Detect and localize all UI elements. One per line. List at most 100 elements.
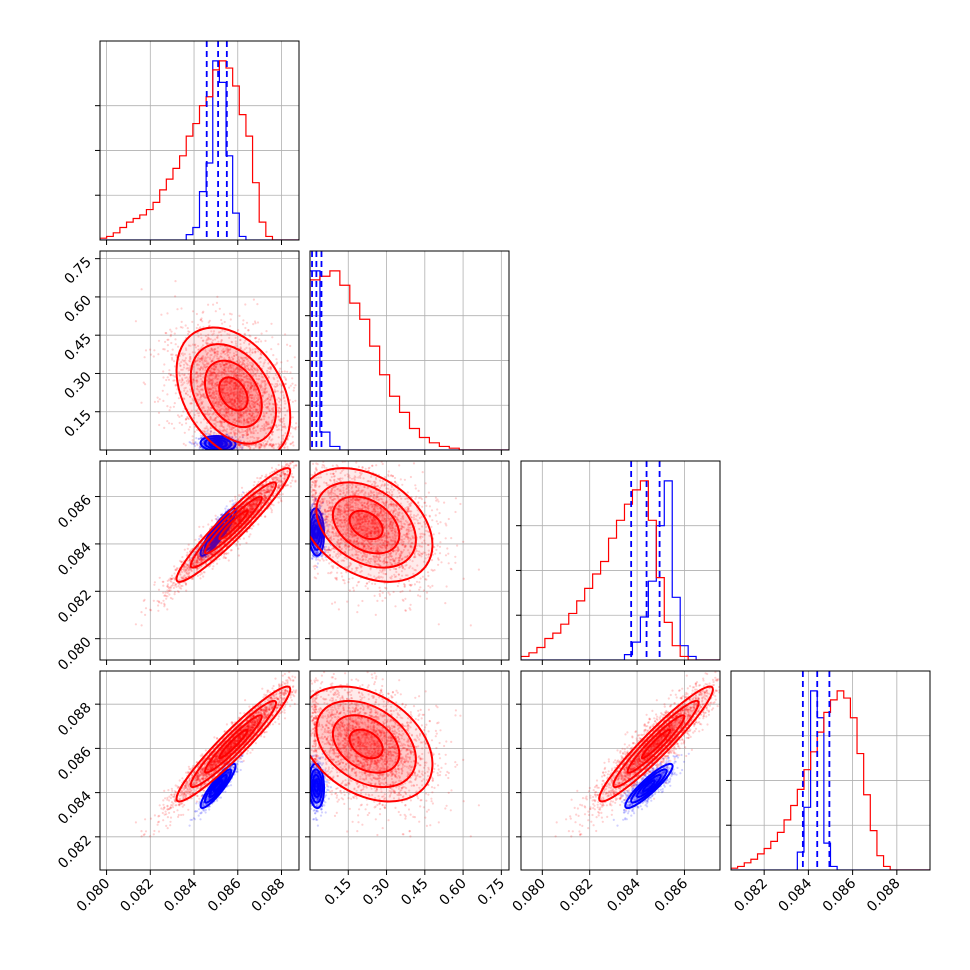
scatter-point	[238, 314, 241, 317]
scatter-point	[257, 378, 260, 381]
scatter-point	[265, 420, 268, 423]
scatter-point	[218, 558, 221, 561]
scatter-point	[249, 429, 252, 432]
scatter-point	[199, 404, 202, 407]
scatter-point	[239, 407, 242, 410]
scatter-point	[241, 363, 244, 366]
scatter-point	[249, 378, 252, 382]
scatter-point	[186, 390, 189, 393]
scatter-point	[187, 428, 190, 431]
scatter-point	[222, 384, 225, 387]
scatter-point	[232, 364, 235, 367]
scatter-point	[239, 397, 242, 400]
scatter-point	[191, 310, 195, 313]
scatter-point	[170, 574, 174, 577]
scatter-point	[275, 358, 278, 361]
scatter-point	[186, 415, 189, 419]
scatter-point	[207, 363, 210, 366]
scatter-point	[235, 384, 239, 387]
scatter-point	[289, 432, 292, 435]
scatter-point	[289, 371, 292, 374]
scatter-point	[243, 383, 246, 386]
scatter-point	[166, 312, 169, 315]
scatter-point	[169, 374, 172, 377]
scatter-point	[237, 419, 240, 422]
scatter-point	[158, 398, 161, 401]
scatter-point	[184, 324, 187, 327]
scatter-point	[167, 378, 171, 381]
scatter-point	[279, 398, 282, 401]
scatter-point	[174, 383, 177, 386]
scatter-point	[212, 431, 215, 434]
scatter-point	[269, 427, 272, 430]
scatter-point	[216, 336, 219, 339]
scatter-point	[242, 400, 245, 403]
scatter-point	[199, 318, 202, 322]
scatter-point	[181, 359, 184, 362]
scatter-point	[214, 424, 218, 427]
scatter-point	[180, 561, 183, 564]
scatter-point	[272, 444, 275, 447]
plot-area	[134, 461, 298, 627]
scatter-point	[205, 352, 208, 355]
scatter-point	[245, 375, 248, 378]
scatter-point	[241, 447, 244, 450]
scatter-point	[220, 386, 223, 389]
scatter-point	[237, 399, 241, 403]
scatter-point	[231, 358, 235, 361]
scatter-point	[256, 431, 259, 435]
scatter-point	[222, 430, 225, 433]
scatter-point	[281, 370, 284, 373]
scatter-point	[229, 381, 232, 384]
scatter-point	[246, 441, 249, 444]
scatter-point	[276, 380, 279, 383]
scatter-point	[217, 374, 220, 378]
scatter-point	[201, 394, 204, 397]
scatter-point	[236, 385, 239, 388]
scatter-point	[213, 372, 216, 375]
scatter-point	[291, 382, 294, 385]
scatter-point	[247, 407, 250, 410]
scatter-point	[218, 307, 221, 310]
scatter-point	[210, 382, 214, 385]
scatter-point	[291, 377, 294, 380]
scatter-point	[267, 427, 270, 430]
scatter-point	[282, 397, 285, 400]
scatter-point	[233, 387, 236, 391]
scatter-point	[191, 439, 194, 442]
scatter-point	[241, 363, 244, 366]
scatter-point	[282, 438, 285, 441]
scatter-point	[236, 444, 240, 447]
scatter-point	[208, 319, 211, 322]
scatter-point	[233, 391, 236, 394]
scatter-point	[180, 384, 183, 387]
scatter-point	[270, 348, 273, 351]
scatter-point	[208, 387, 211, 390]
scatter-point	[215, 375, 218, 378]
scatter-point	[210, 378, 213, 381]
scatter-point	[214, 402, 217, 405]
scatter-point	[189, 360, 192, 363]
scatter-point	[268, 402, 271, 405]
scatter-point	[232, 357, 235, 360]
scatter-point	[215, 400, 218, 403]
scatter-point	[220, 400, 223, 403]
scatter-point	[215, 355, 219, 358]
scatter-point	[223, 373, 226, 376]
scatter-point	[257, 340, 260, 343]
scatter-point	[195, 437, 198, 440]
scatter-point	[183, 431, 186, 434]
scatter-point	[284, 377, 287, 380]
scatter-point	[161, 389, 164, 392]
scatter-point	[208, 395, 211, 398]
scatter-point	[240, 404, 243, 407]
scatter-point	[232, 414, 235, 417]
scatter-point	[144, 613, 147, 617]
scatter-point	[246, 430, 249, 433]
scatter-point	[169, 406, 172, 409]
scatter-point	[238, 398, 241, 401]
scatter-point	[254, 444, 257, 448]
scatter-point	[247, 380, 250, 383]
scatter-point	[219, 409, 222, 412]
scatter-point	[230, 383, 233, 386]
